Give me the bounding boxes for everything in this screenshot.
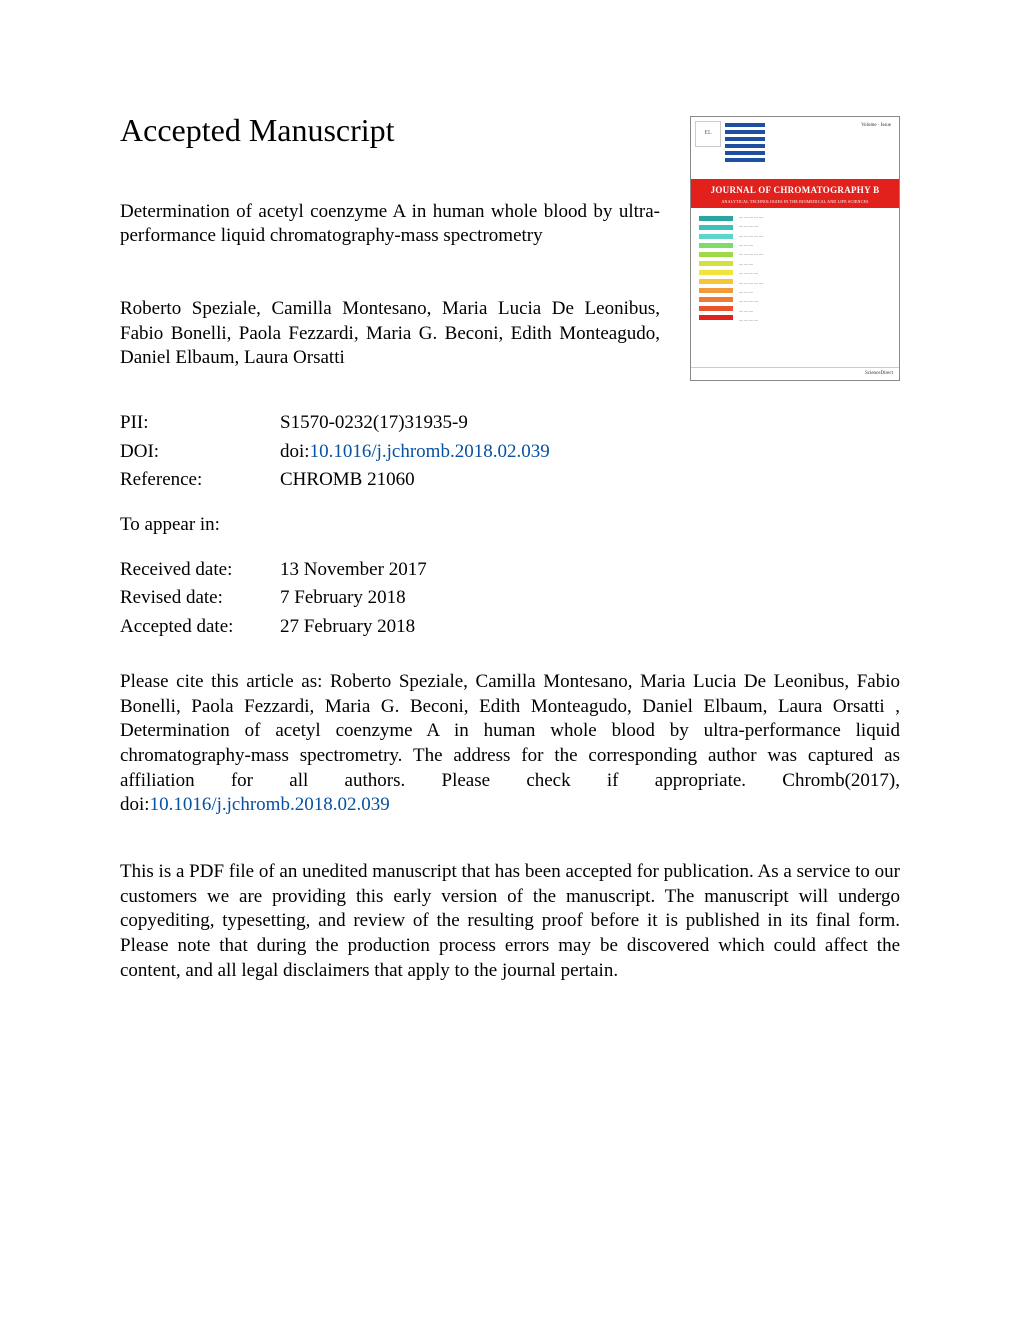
pii-value: S1570-0232(17)31935-9 <box>280 411 468 436</box>
cover-footer: ScienceDirect <box>691 367 899 381</box>
article-title: Determination of acetyl coenzyme A in hu… <box>120 200 660 249</box>
journal-cover-thumbnail: EL Volume · Issue JOURNAL OF CHROMATOGRA… <box>690 116 900 381</box>
accepted-label: Accepted date: <box>120 615 280 640</box>
cover-title-bar: JOURNAL OF CHROMATOGRAPHY B ANALYTICAL T… <box>691 179 899 208</box>
cover-spectrum-bars <box>699 214 733 363</box>
cover-contents-text: — — — — —— — — —— — — — —— — — — — — — —… <box>739 214 891 363</box>
appear-label: To appear in: <box>120 513 280 538</box>
revised-label: Revised date: <box>120 586 280 611</box>
reference-label: Reference: <box>120 468 280 493</box>
journal-subtitle: ANALYTICAL TECHNOLOGIES IN THE BIOMEDICA… <box>695 199 895 204</box>
doi-value: doi:10.1016/j.jchromb.2018.02.039 <box>280 440 550 465</box>
metadata-table: PII: S1570-0232(17)31935-9 DOI: doi:10.1… <box>120 411 900 640</box>
reference-value: CHROMB 21060 <box>280 468 415 493</box>
disclaimer-text: This is a PDF file of an unedited manusc… <box>120 860 900 983</box>
cover-top: EL Volume · Issue <box>691 117 899 179</box>
page-heading: Accepted Manuscript <box>120 110 660 152</box>
cover-body: — — — — —— — — —— — — — —— — — — — — — —… <box>691 208 899 367</box>
cover-issue-text: Volume · Issue <box>857 121 895 132</box>
received-value: 13 November 2017 <box>280 558 427 583</box>
pii-label: PII: <box>120 411 280 436</box>
authors-list: Roberto Speziale, Camilla Montesano, Mar… <box>120 297 660 371</box>
doi-label: DOI: <box>120 440 280 465</box>
cover-stripes-icon <box>725 121 765 162</box>
revised-value: 7 February 2018 <box>280 586 406 611</box>
elsevier-logo-icon: EL <box>695 121 721 147</box>
citation-text: Please cite this article as: Roberto Spe… <box>120 670 900 818</box>
accepted-value: 27 February 2018 <box>280 615 415 640</box>
journal-title: JOURNAL OF CHROMATOGRAPHY B <box>695 185 895 197</box>
received-label: Received date: <box>120 558 280 583</box>
citation-doi-link[interactable]: 10.1016/j.jchromb.2018.02.039 <box>150 794 390 815</box>
doi-link[interactable]: 10.1016/j.jchromb.2018.02.039 <box>310 441 550 462</box>
